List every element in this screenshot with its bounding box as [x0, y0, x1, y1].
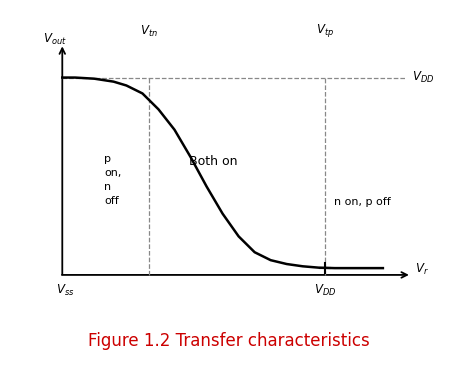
Text: $V_{tn}$: $V_{tn}$ [140, 24, 158, 39]
Text: $V_{out}$: $V_{out}$ [43, 31, 67, 46]
Text: $V_{tp}$: $V_{tp}$ [316, 22, 334, 39]
Text: $V_{ss}$: $V_{ss}$ [56, 283, 75, 298]
Text: n on, p off: n on, p off [334, 197, 390, 207]
Text: $V_{DD}$: $V_{DD}$ [412, 70, 434, 85]
Text: $V_r$: $V_r$ [415, 262, 429, 277]
Text: $V_{DD}$: $V_{DD}$ [314, 283, 336, 298]
Text: Figure 1.2 Transfer characteristics: Figure 1.2 Transfer characteristics [88, 332, 370, 350]
Text: Both on: Both on [189, 155, 237, 168]
Text: p
on,
n
off: p on, n off [104, 154, 121, 206]
